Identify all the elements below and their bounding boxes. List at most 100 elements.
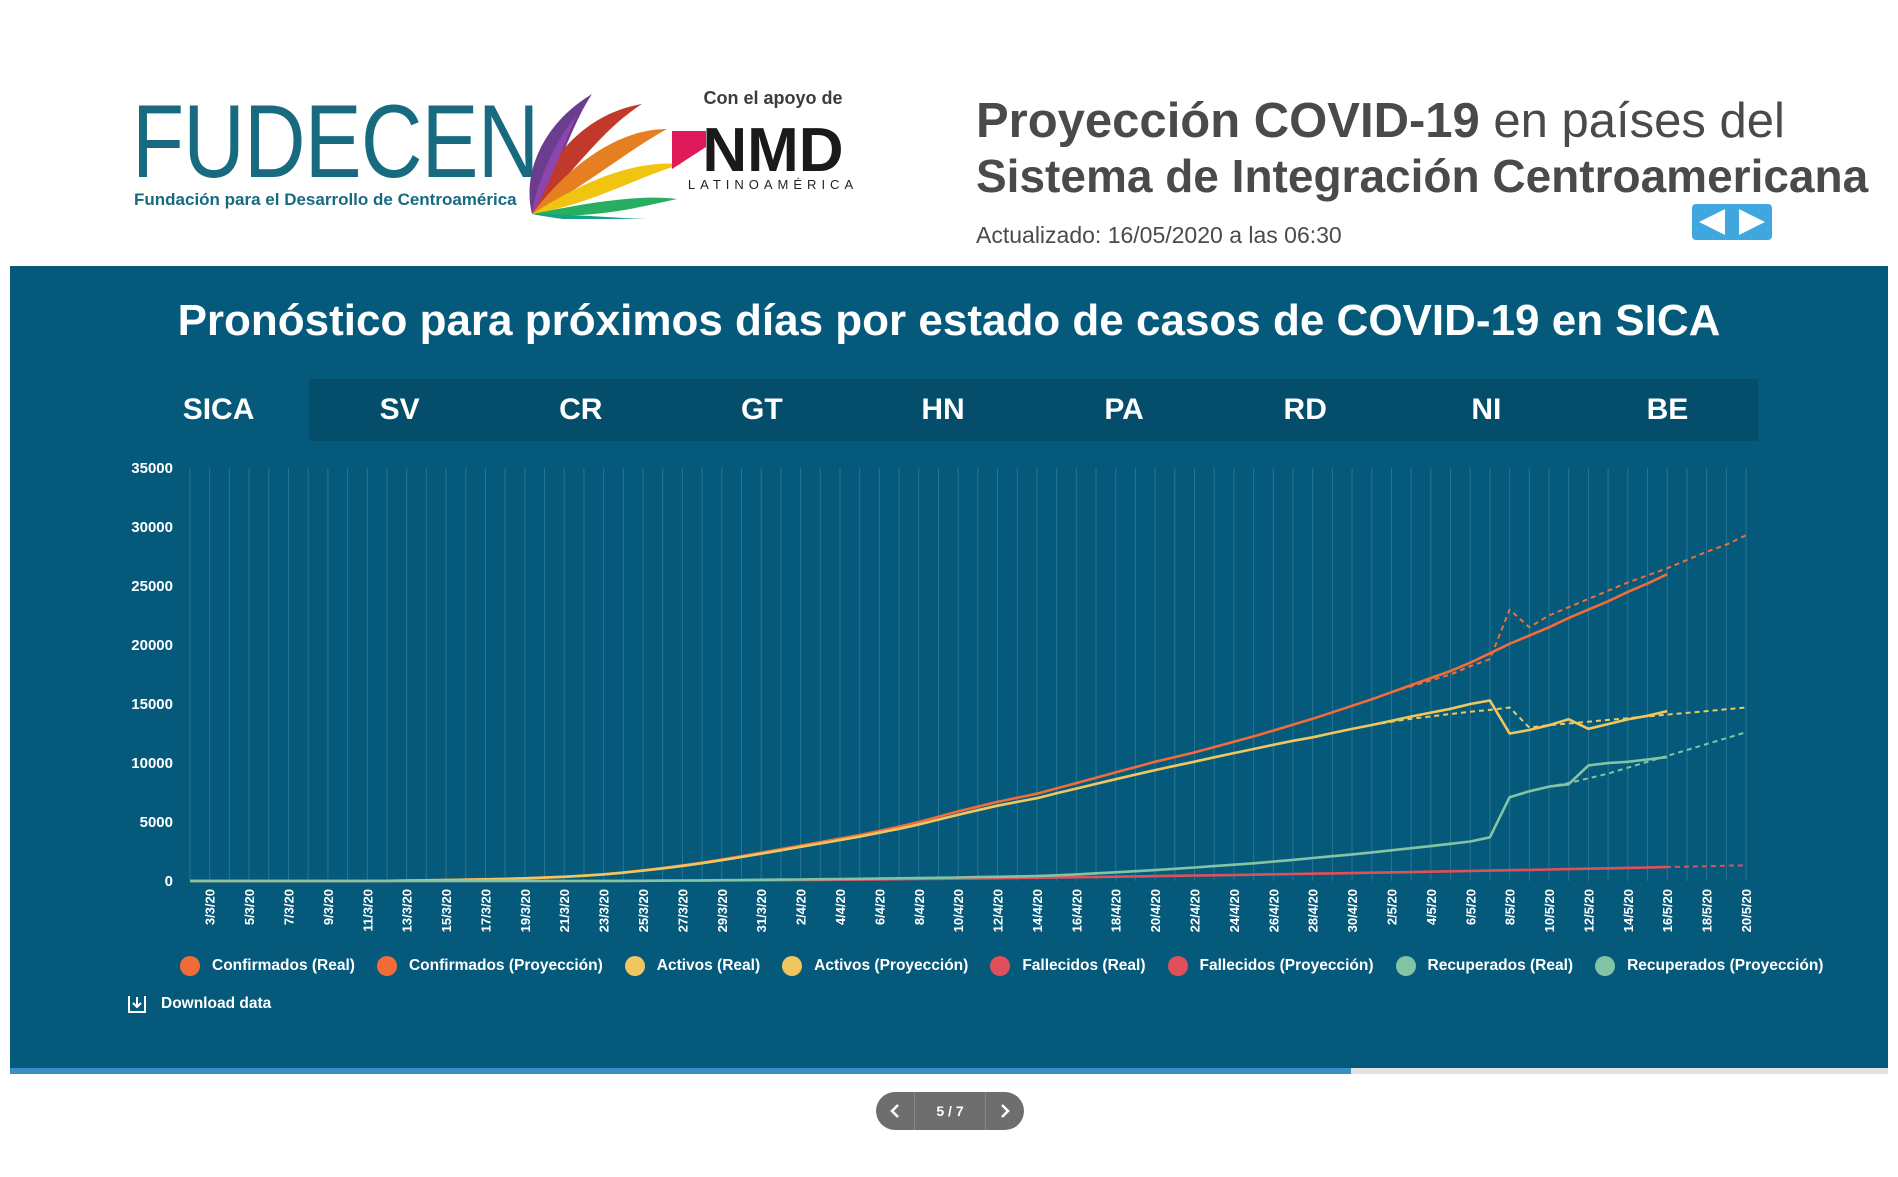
y-tick-label: 35000	[131, 460, 173, 477]
tab-rd[interactable]: RD	[1283, 393, 1327, 426]
legend-dot-icon	[990, 956, 1011, 976]
tab-ni[interactable]: NI	[1471, 393, 1502, 426]
arrow-right-icon[interactable]	[1739, 209, 1765, 235]
legend-item[interactable]: Activos (Real)	[624, 956, 761, 976]
download-icon	[128, 996, 146, 1013]
x-tick-label: 27/3/20	[675, 889, 690, 932]
download-data-label: Download data	[161, 995, 272, 1012]
x-tick-label: 23/3/20	[597, 889, 612, 932]
slide-nav-arrows[interactable]	[1692, 204, 1772, 240]
x-tick-label: 12/4/20	[991, 889, 1006, 932]
x-tick-label: 20/4/20	[1148, 889, 1163, 932]
x-tick-label: 16/5/20	[1660, 889, 1675, 932]
legend-dot-icon	[782, 956, 803, 976]
nmd-logo-text: NMD	[702, 119, 843, 181]
x-tick-label: 29/3/20	[715, 889, 730, 932]
x-tick-label: 5/3/20	[242, 889, 257, 925]
download-data-button[interactable]: Download data	[127, 994, 271, 1014]
x-tick-label: 8/5/20	[1503, 889, 1518, 925]
x-tick-label: 30/4/20	[1345, 889, 1360, 932]
slide-pager: 5 / 7	[876, 1092, 1024, 1130]
tab-sica[interactable]: SICA	[128, 379, 310, 441]
updated-timestamp: Actualizado: 16/05/2020 a las 06:30	[976, 222, 1342, 248]
x-tick-label: 2/4/20	[794, 889, 809, 925]
legend-dot-icon	[376, 956, 397, 976]
x-tick-label: 25/3/20	[636, 889, 651, 932]
legend-label: Confirmados (Proyección)	[408, 957, 603, 974]
tab-pa[interactable]: PA	[1104, 393, 1144, 426]
x-tick-label: 14/4/20	[1030, 889, 1045, 932]
page-title-bold: Proyección COVID-19	[976, 94, 1480, 148]
series-line-2	[190, 534, 1747, 882]
y-tick-label: 10000	[131, 755, 173, 772]
x-tick-label: 22/4/20	[1188, 889, 1203, 932]
legend-item[interactable]: Confirmados (Real)	[180, 956, 355, 976]
pager-prev-button[interactable]	[876, 1092, 914, 1130]
x-tick-label: 21/3/20	[557, 889, 572, 932]
legend-dot-icon	[1595, 956, 1616, 976]
x-tick-label: 10/5/20	[1542, 889, 1557, 932]
chevron-left-icon	[890, 1104, 899, 1118]
x-tick-label: 6/4/20	[872, 889, 887, 925]
page-title-block: Proyección COVID-19 en países del Sistem…	[976, 92, 1869, 249]
arrow-left-icon[interactable]	[1699, 209, 1725, 235]
y-tick-label: 20000	[131, 637, 173, 654]
x-tick-label: 14/5/20	[1621, 889, 1636, 932]
tab-hn[interactable]: HN	[921, 393, 965, 426]
x-tick-label: 20/5/20	[1739, 889, 1754, 932]
x-tick-label: 26/4/20	[1266, 889, 1281, 932]
page-subtitle: Sistema de Integración Centroamericana	[976, 150, 1869, 202]
fudecen-logo-subtitle: Fundación para el Desarrollo de Centroam…	[134, 190, 517, 209]
x-tick-label: 9/3/20	[321, 889, 336, 925]
x-tick-label: 18/5/20	[1700, 889, 1715, 932]
y-tick-label: 15000	[131, 696, 173, 713]
x-tick-label: 17/3/20	[478, 889, 493, 932]
legend-dot-icon	[1167, 956, 1188, 976]
legend-item[interactable]: Fallecidos (Proyección)	[1167, 956, 1374, 976]
feather-logo-icon	[529, 94, 682, 219]
page-title: Proyección COVID-19 en países del	[976, 92, 1785, 150]
country-tabs: SICA SV CR GT HN PA RD NI BE	[128, 379, 1758, 441]
x-tick-label: 16/4/20	[1069, 889, 1084, 932]
x-tick-label: 18/4/20	[1109, 889, 1124, 932]
x-tick-label: 13/3/20	[400, 889, 415, 932]
legend-label: Fallecidos (Proyección)	[1199, 957, 1374, 974]
y-tick-label: 5000	[140, 814, 173, 831]
x-tick-label: 19/3/20	[518, 889, 533, 932]
legend-item[interactable]: Confirmados (Proyección)	[376, 956, 603, 976]
tab-be[interactable]: BE	[1646, 393, 1689, 426]
tab-sv[interactable]: SV	[379, 393, 420, 426]
x-tick-label: 3/3/20	[203, 889, 218, 925]
x-tick-label: 11/3/20	[360, 889, 375, 932]
legend-label: Activos (Real)	[656, 957, 761, 974]
chart-legend: Confirmados (Real) Confirmados (Proyecció…	[180, 956, 1845, 976]
series-line-6	[190, 864, 1747, 882]
legend-label: Fallecidos (Real)	[1022, 957, 1146, 974]
fudecen-logo: FUDECEN Fundación para el Desarrollo de …	[132, 84, 682, 224]
legend-item[interactable]: Recuperados (Proyección)	[1595, 956, 1823, 976]
tab-cr[interactable]: CR	[559, 393, 603, 426]
legend-label: Recuperados (Real)	[1427, 957, 1574, 974]
x-tick-label: 31/3/20	[754, 889, 769, 932]
support-label: Con el apoyo de	[703, 88, 843, 108]
x-tick-label: 28/4/20	[1306, 889, 1321, 932]
tab-gt[interactable]: GT	[741, 393, 783, 426]
nmd-subtitle: LATINOAMÉRICA	[687, 177, 859, 192]
series-line-8	[190, 731, 1747, 882]
chart-panel: Pronóstico para próximos días por estado…	[10, 266, 1888, 1068]
x-tick-label: 12/5/20	[1581, 889, 1596, 932]
slide-progress-bar	[10, 1068, 1888, 1074]
series-line-4	[190, 706, 1747, 882]
legend-item[interactable]: Fallecidos (Real)	[990, 956, 1146, 976]
legend-item[interactable]: Activos (Proyección)	[782, 956, 968, 976]
series-line-3	[190, 699, 1668, 883]
x-tick-label: 6/5/20	[1463, 889, 1478, 925]
pager-next-button[interactable]	[986, 1092, 1024, 1130]
nmd-logo-icon: NMD	[672, 119, 844, 181]
legend-label: Confirmados (Real)	[212, 957, 355, 974]
legend-dot-icon	[1395, 956, 1416, 976]
chart-panel-title: Pronóstico para próximos días por estado…	[177, 296, 1721, 345]
legend-item[interactable]: Recuperados (Real)	[1395, 956, 1574, 976]
page-title-rest: en países del	[1479, 94, 1785, 148]
